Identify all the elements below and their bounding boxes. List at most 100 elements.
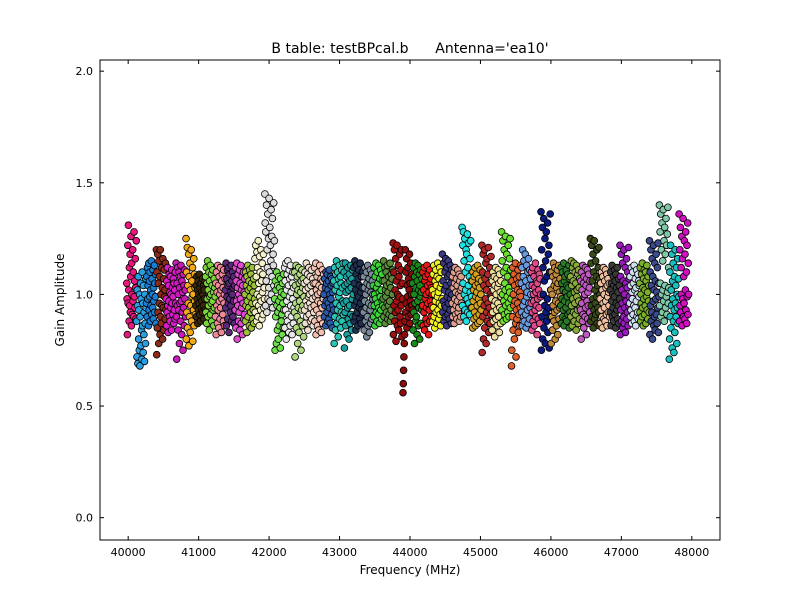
data-point [683, 241, 691, 250]
y-tick-label: 0.5 [76, 400, 94, 413]
data-point [138, 268, 147, 276]
data-point [680, 299, 688, 308]
data-point [666, 268, 674, 276]
x-axis: 40000 41000 42000 43000 44000 45000 46000 47000… [111, 60, 709, 559]
data-point [663, 230, 672, 238]
data-point [132, 237, 141, 245]
data-point [237, 261, 245, 270]
data-point [140, 330, 148, 339]
data-point [484, 243, 493, 252]
data-point [389, 268, 398, 276]
data-point [293, 339, 302, 348]
data-point [179, 346, 187, 355]
data-point [330, 339, 339, 348]
data-point [504, 241, 513, 250]
data-point [225, 328, 233, 337]
data-point [671, 281, 680, 290]
x-tick-label: 42000 [252, 546, 287, 559]
x-tick-label: 47000 [604, 546, 639, 559]
data-point [259, 270, 267, 279]
data-point [613, 263, 622, 272]
data-point [265, 194, 273, 203]
data-point [295, 328, 303, 337]
data-point [134, 335, 143, 343]
data-point [188, 263, 197, 272]
data-point [643, 261, 651, 270]
data-point [682, 319, 691, 328]
data-point [643, 288, 652, 297]
data-point [537, 346, 546, 355]
data-point [684, 290, 693, 299]
scatter-series [123, 190, 693, 397]
data-point [537, 246, 546, 254]
data-point [681, 250, 689, 259]
data-point [190, 254, 198, 263]
data-point [624, 243, 633, 252]
data-point [140, 357, 149, 366]
data-point [394, 326, 403, 334]
data-point [158, 335, 167, 343]
data-point [579, 324, 588, 332]
data-point [545, 241, 553, 250]
x-tick-label: 46000 [533, 546, 568, 559]
data-point [543, 295, 552, 303]
data-point [510, 335, 519, 343]
data-point [662, 214, 670, 223]
data-point [399, 366, 408, 375]
data-point [477, 290, 485, 299]
data-point [229, 312, 237, 321]
x-axis-label: Frequency (MHz) [360, 563, 461, 577]
data-point [653, 319, 661, 328]
data-point [182, 335, 191, 343]
y-axis: 0.0 0.5 1.0 1.5 2.0 [76, 65, 720, 525]
data-point [531, 259, 540, 268]
data-point [544, 250, 553, 259]
data-point [667, 286, 675, 294]
data-point [537, 208, 545, 216]
data-point [167, 326, 176, 334]
data-point [666, 241, 675, 250]
data-point [265, 223, 274, 232]
data-point [652, 250, 660, 259]
data-point [543, 219, 552, 227]
data-point [262, 277, 271, 285]
data-point [123, 330, 132, 339]
data-point [672, 339, 681, 348]
data-point [582, 330, 591, 339]
data-point [175, 339, 184, 348]
data-point [317, 328, 326, 337]
data-point [577, 335, 585, 343]
data-point [541, 234, 549, 243]
data-point [682, 268, 691, 276]
chart-title: B table: testBPcal.b Antenna='ea10' [271, 41, 548, 57]
data-point [395, 272, 403, 281]
data-point [488, 326, 496, 334]
data-point [524, 254, 533, 263]
data-point [127, 321, 136, 330]
data-point [546, 210, 554, 218]
data-point [677, 263, 685, 272]
data-point [304, 326, 312, 334]
data-point [400, 330, 409, 339]
data-point [457, 272, 465, 281]
data-point [399, 379, 408, 388]
data-point [572, 326, 580, 334]
y-axis-label: Gain Amplitude [53, 254, 67, 347]
data-point [269, 250, 277, 259]
data-point [277, 317, 286, 326]
data-point [139, 348, 148, 357]
data-point [393, 241, 401, 250]
data-point [675, 246, 684, 254]
data-point [498, 257, 507, 265]
data-point [124, 241, 132, 250]
data-point [660, 317, 669, 326]
x-tick-label: 48000 [674, 546, 709, 559]
data-point [505, 254, 514, 263]
data-point [389, 330, 398, 339]
data-point [267, 205, 275, 214]
data-point [269, 199, 278, 207]
data-point [679, 214, 687, 223]
data-point [392, 337, 400, 346]
data-point [548, 290, 556, 299]
data-point [255, 321, 264, 330]
